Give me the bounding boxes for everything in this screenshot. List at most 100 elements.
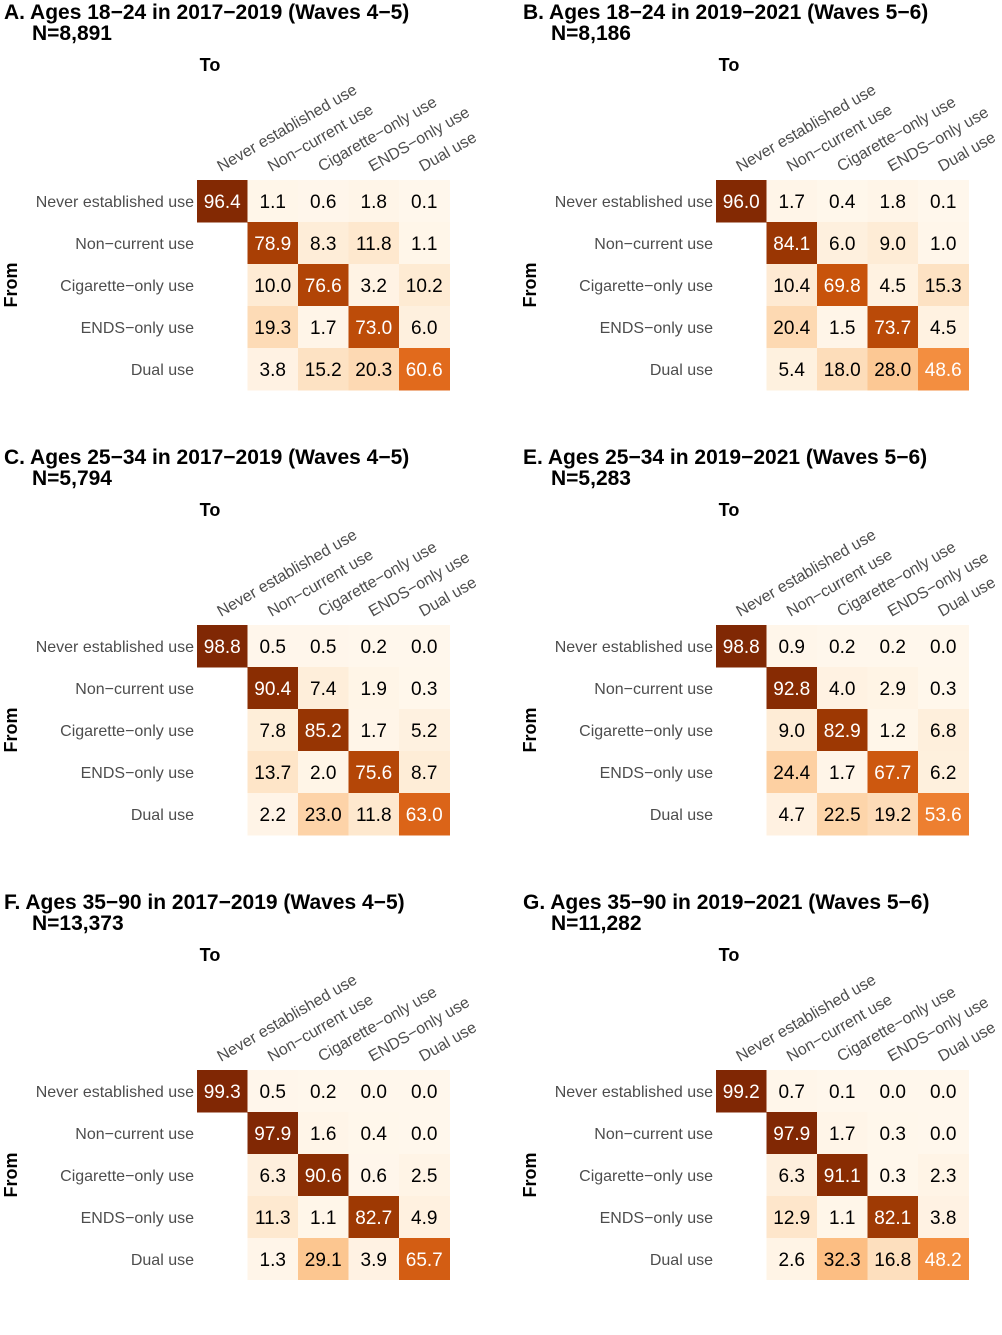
heatmap-cell bbox=[348, 222, 400, 265]
cell-value-label: 0.5 bbox=[260, 1082, 286, 1103]
heatmap-cell bbox=[399, 348, 450, 391]
cell-value-label: 11.3 bbox=[255, 1208, 291, 1229]
heatmap-cell bbox=[867, 1070, 919, 1113]
cell-value-label: 75.6 bbox=[355, 763, 392, 784]
heatmap-c: To From Never established use Non−current u… bbox=[1, 500, 480, 836]
cell-value-label: 1.2 bbox=[880, 721, 906, 742]
row-label-ends-only-use: ENDS−only use bbox=[81, 765, 194, 782]
cell-value-label: 98.8 bbox=[204, 637, 241, 658]
heatmap-cell bbox=[817, 1154, 868, 1197]
heatmap-cell bbox=[766, 751, 818, 794]
row-label-cigarette-only-use: Cigarette−only use bbox=[579, 723, 713, 740]
row-label-never-established-use: Never established use bbox=[36, 194, 194, 211]
heatmap-cell bbox=[348, 1238, 400, 1280]
heatmap-cell bbox=[348, 625, 400, 668]
heatmap-cell bbox=[298, 348, 349, 391]
heatmap-cell bbox=[247, 709, 299, 752]
row-label-never-established-use: Never established use bbox=[36, 639, 194, 656]
cell-value-label: 1.9 bbox=[361, 679, 387, 700]
cell-value-label: 60.6 bbox=[406, 360, 443, 381]
cell-value-label: 92.8 bbox=[773, 679, 810, 700]
cell-value-label: 32.3 bbox=[824, 1250, 861, 1271]
panel-b: B. Ages 18−24 in 2019−2021 (Waves 5−6) N… bbox=[519, 0, 1002, 445]
cell-value-label: 97.9 bbox=[254, 1124, 291, 1145]
cell-value-label: 0.3 bbox=[930, 679, 956, 700]
cell-value-label: 0.9 bbox=[779, 637, 805, 658]
cell-value-label: 76.6 bbox=[305, 276, 342, 297]
heatmap-cell bbox=[817, 1238, 868, 1280]
y-axis-title: From bbox=[1, 263, 21, 308]
heatmap-cell bbox=[197, 625, 248, 668]
cell-value-label: 96.4 bbox=[204, 192, 241, 213]
cell-value-label: 20.4 bbox=[773, 318, 810, 339]
heatmap-cell bbox=[766, 348, 818, 391]
cell-value-label: 96.0 bbox=[723, 192, 760, 213]
heatmap-b: To From Never established use Non−current u… bbox=[520, 55, 999, 391]
figure: A. Ages 18−24 in 2017−2019 (Waves 4−5) N… bbox=[1, 0, 1002, 1280]
heatmap-cell bbox=[399, 1196, 450, 1239]
row-label-non-current-use: Non−current use bbox=[594, 1126, 713, 1143]
heatmap-cell bbox=[247, 751, 299, 794]
heatmap-cell bbox=[298, 751, 349, 794]
heatmap-cell bbox=[867, 667, 919, 710]
row-label-dual-use: Dual use bbox=[650, 807, 713, 824]
cell-value-label: 0.1 bbox=[930, 192, 956, 213]
heatmap-cell bbox=[867, 1112, 919, 1155]
panel-title: G. Ages 35−90 in 2019−2021 (Waves 5−6) bbox=[523, 891, 930, 914]
heatmap-cell bbox=[399, 180, 450, 223]
row-label-cigarette-only-use: Cigarette−only use bbox=[579, 278, 713, 295]
heatmap-cell bbox=[918, 709, 969, 752]
cell-value-label: 78.9 bbox=[254, 234, 291, 255]
cell-value-label: 0.1 bbox=[829, 1082, 855, 1103]
cell-value-label: 0.2 bbox=[829, 637, 855, 658]
heatmap-cell bbox=[918, 793, 969, 836]
heatmap-g: To From Never established use Non−current u… bbox=[520, 945, 999, 1280]
cell-value-label: 67.7 bbox=[874, 763, 911, 784]
cell-value-label: 10.2 bbox=[406, 276, 443, 297]
heatmap-cell bbox=[247, 793, 299, 836]
cell-value-label: 82.9 bbox=[824, 721, 861, 742]
heatmap-cell bbox=[348, 1154, 400, 1197]
heatmap-cell bbox=[247, 667, 299, 710]
panel-sample-size: N=13,373 bbox=[32, 912, 124, 935]
row-label-cigarette-only-use: Cigarette−only use bbox=[60, 723, 194, 740]
cell-value-label: 1.1 bbox=[829, 1208, 855, 1229]
cell-value-label: 0.0 bbox=[930, 1124, 956, 1145]
heatmap-cell bbox=[766, 264, 818, 307]
cell-value-label: 3.8 bbox=[260, 360, 286, 381]
cell-value-label: 82.7 bbox=[355, 1208, 392, 1229]
row-label-never-established-use: Never established use bbox=[555, 194, 713, 211]
heatmap-cell bbox=[298, 180, 349, 223]
cell-value-label: 1.7 bbox=[779, 192, 805, 213]
heatmap-cell bbox=[918, 1154, 969, 1197]
heatmap-cell bbox=[298, 1238, 349, 1280]
panel-sample-size: N=8,891 bbox=[32, 22, 112, 45]
cell-value-label: 18.0 bbox=[824, 360, 861, 381]
cell-value-label: 0.0 bbox=[361, 1082, 387, 1103]
cell-value-label: 1.8 bbox=[361, 192, 387, 213]
cell-value-label: 53.6 bbox=[925, 805, 962, 826]
cell-value-label: 23.0 bbox=[305, 805, 342, 826]
heatmap-cell bbox=[298, 222, 349, 265]
row-label-ends-only-use: ENDS−only use bbox=[600, 1210, 713, 1227]
cell-value-label: 1.1 bbox=[310, 1208, 336, 1229]
heatmap-cell bbox=[918, 1196, 969, 1239]
heatmap-cell bbox=[766, 1070, 818, 1113]
cell-value-label: 0.4 bbox=[829, 192, 856, 213]
panel-title: B. Ages 18−24 in 2019−2021 (Waves 5−6) bbox=[523, 1, 929, 24]
cell-value-label: 97.9 bbox=[773, 1124, 810, 1145]
cell-value-label: 1.7 bbox=[829, 763, 855, 784]
heatmap-cell bbox=[247, 1070, 299, 1113]
row-label-dual-use: Dual use bbox=[131, 807, 194, 824]
heatmap-cell bbox=[348, 1070, 400, 1113]
cell-value-label: 0.0 bbox=[411, 1124, 437, 1145]
cell-value-label: 0.2 bbox=[361, 637, 387, 658]
y-axis-title: From bbox=[520, 1153, 540, 1198]
cell-value-label: 91.1 bbox=[824, 1166, 861, 1187]
cell-value-label: 8.7 bbox=[411, 763, 437, 784]
heatmap-cell bbox=[918, 348, 969, 391]
panel-sample-size: N=8,186 bbox=[551, 22, 631, 45]
cell-value-label: 19.3 bbox=[254, 318, 291, 339]
heatmap-cell bbox=[817, 1112, 868, 1155]
heatmap-cell bbox=[817, 348, 868, 391]
